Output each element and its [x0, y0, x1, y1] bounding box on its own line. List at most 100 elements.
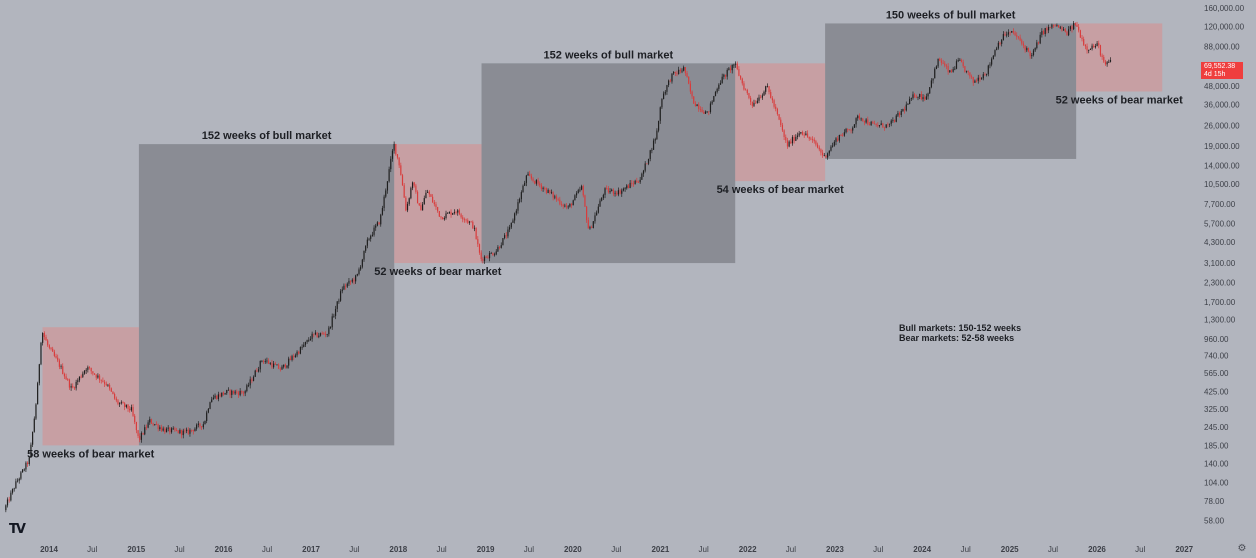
- candle-up: [520, 190, 522, 203]
- candle-down: [398, 157, 400, 168]
- candle-body: [197, 423, 199, 425]
- gear-icon[interactable]: ⚙: [1237, 543, 1247, 554]
- candle-down: [90, 367, 92, 375]
- candle-up: [935, 65, 938, 70]
- candle-body: [411, 182, 414, 189]
- candle-body: [206, 412, 208, 421]
- candle-up: [852, 126, 854, 134]
- candle-body: [930, 80, 932, 88]
- candle-body: [288, 358, 290, 366]
- candle-down: [45, 334, 47, 341]
- candle-body: [262, 360, 265, 362]
- current-price-tag: 69,552.38 4d 15h: [1201, 62, 1243, 79]
- candle-up: [599, 198, 601, 207]
- candle-up: [348, 277, 350, 287]
- candle-up: [37, 381, 39, 405]
- candle-down: [669, 78, 671, 83]
- candle-body: [313, 333, 315, 335]
- candle-down: [801, 130, 804, 136]
- candle-body: [853, 124, 856, 128]
- candle-body: [550, 192, 553, 194]
- candle-down: [631, 180, 633, 187]
- candle-body: [127, 404, 129, 409]
- candle-down: [1086, 43, 1088, 54]
- candle-up: [659, 106, 661, 124]
- candle-up: [663, 91, 665, 100]
- candle-body: [1027, 48, 1030, 52]
- x-tick-label: Jul: [611, 545, 621, 554]
- candle-up: [410, 186, 412, 200]
- candle-body: [283, 364, 285, 367]
- candle-body: [627, 185, 630, 188]
- candle-body: [631, 182, 633, 184]
- candle-down: [637, 180, 640, 183]
- candle-body: [728, 68, 730, 70]
- candle-down: [847, 128, 849, 133]
- candle-body: [596, 212, 598, 216]
- candle-body: [159, 427, 161, 429]
- candle-body: [530, 175, 532, 179]
- candle-body: [609, 190, 611, 193]
- candle-body: [209, 402, 211, 409]
- candle-up: [902, 108, 904, 112]
- candle-down: [169, 426, 171, 435]
- candle-down: [505, 232, 507, 239]
- candle-down: [199, 422, 201, 429]
- bear-market-box: [42, 327, 139, 446]
- candle-body: [293, 356, 295, 358]
- candle-down: [739, 75, 742, 81]
- candle-body: [179, 429, 181, 434]
- candle-body: [739, 75, 742, 79]
- candle-body: [304, 342, 307, 345]
- candle-body: [303, 344, 305, 347]
- candle-body: [83, 370, 86, 374]
- candle-body: [969, 72, 971, 77]
- candle-body: [249, 379, 251, 386]
- tradingview-logo-icon[interactable]: TV: [9, 522, 26, 537]
- candle-body: [975, 80, 978, 82]
- candle-body: [105, 383, 107, 386]
- candle-body: [1016, 35, 1018, 37]
- candle-up: [651, 147, 653, 154]
- candle-body: [1066, 31, 1068, 36]
- candle-down: [191, 429, 193, 433]
- candle-body: [130, 407, 132, 411]
- candle-up: [60, 364, 62, 370]
- candle-down: [803, 132, 805, 138]
- candle-down: [813, 137, 815, 144]
- candle-down: [405, 196, 407, 212]
- candle-body: [964, 66, 966, 72]
- candle-up: [294, 353, 296, 358]
- candle-body: [370, 235, 372, 239]
- candle-body: [746, 90, 748, 94]
- candle-up: [502, 237, 504, 246]
- candle-down: [867, 116, 869, 126]
- candle-body: [139, 435, 141, 440]
- candle-up: [167, 425, 169, 432]
- candle-body: [488, 253, 491, 259]
- candle-up: [763, 90, 765, 96]
- candle-body: [115, 398, 117, 401]
- candle-up: [756, 97, 758, 104]
- bull-market-box: [481, 63, 736, 264]
- candle-up: [144, 424, 146, 436]
- candle-up: [70, 383, 72, 391]
- candle-up: [355, 274, 357, 284]
- candle-body: [883, 127, 886, 129]
- candle-body: [554, 196, 556, 198]
- candle-up: [830, 145, 832, 152]
- candle-down: [964, 65, 966, 73]
- candle-down: [786, 137, 789, 149]
- candle-body: [393, 143, 395, 151]
- time-axis[interactable]: 2014 Jul 2015 Jul 2016 Jul 2017 Jul 2018 Jul 2019 J…: [40, 545, 1194, 554]
- candle-body: [169, 427, 171, 433]
- candle-body: [611, 189, 613, 191]
- candle-body: [184, 430, 186, 432]
- candle-body: [88, 367, 91, 369]
- candle-body: [175, 430, 178, 432]
- candle-up: [823, 152, 825, 157]
- candle-body: [107, 384, 109, 386]
- candle-down: [184, 428, 186, 434]
- candle-up: [1034, 47, 1036, 52]
